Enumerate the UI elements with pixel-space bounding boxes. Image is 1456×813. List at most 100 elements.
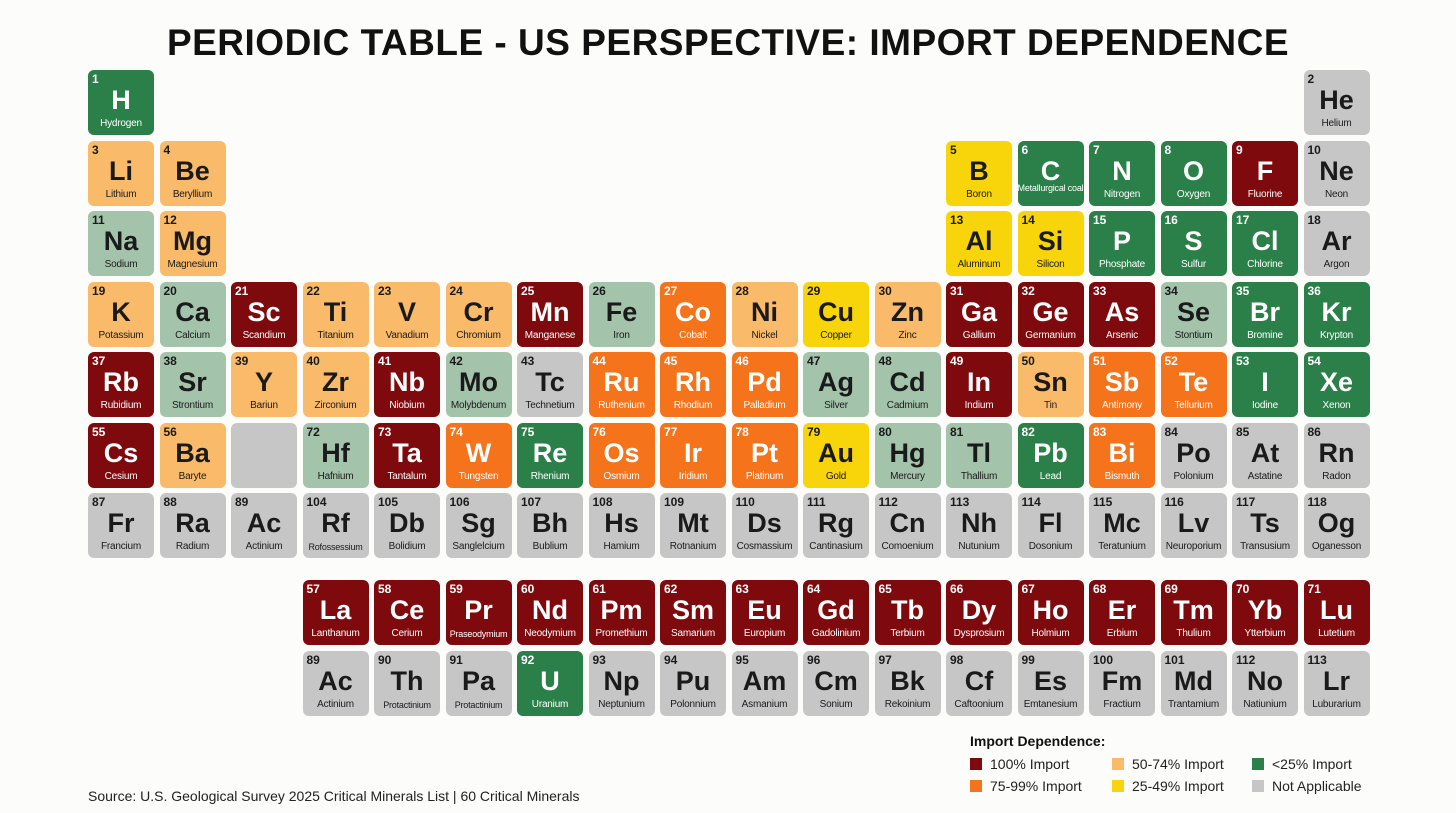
element-name: Ytterbium [1244, 628, 1286, 639]
atomic-number: 54 [1307, 354, 1321, 368]
atomic-number: 31 [950, 283, 964, 298]
atomic-number: 25 [521, 283, 535, 298]
element-symbol: H [111, 85, 131, 115]
element-lv-cell: 116 Lv Neuroporium [1160, 493, 1227, 558]
atomic-number: 43 [521, 354, 535, 368]
atomic-number: 96 [807, 653, 821, 667]
element-symbol: Ce [389, 595, 425, 625]
atomic-number: 111 [807, 495, 826, 509]
atomic-number: 110 [735, 495, 755, 509]
element-name: Europium [743, 628, 786, 639]
element-as-cell: 33 As Arsenic [1089, 281, 1155, 347]
element-symbol: Th [390, 666, 424, 696]
element-name: Tellurium [1174, 400, 1213, 411]
element-sr-cell: 38 Sr Strontium [159, 352, 226, 417]
element-eu-cell: 63 Eu Europium [731, 580, 798, 645]
element-name: Lanthanum [311, 628, 360, 639]
element-symbol: Ac [246, 508, 282, 538]
element-os-cell: 76 Os Osmium [588, 422, 655, 488]
element-symbol: W [465, 437, 492, 468]
element-name: Cosmassium [736, 541, 793, 552]
element-symbol: Ag [818, 367, 854, 397]
element-sc-cell: 21 Sc Scandium [231, 281, 297, 347]
element-name: Sonium [819, 699, 853, 710]
atomic-number: 88 [163, 495, 177, 509]
element-symbol: Cr [463, 296, 494, 327]
element-symbol: Os [603, 437, 640, 468]
element-am-cell: 95 Am Asmanium [731, 651, 798, 716]
element-at-cell: 85 At Astatine [1232, 422, 1298, 488]
element-symbol: Eu [747, 595, 782, 625]
element-symbol: Fe [605, 296, 638, 327]
element-ag-cell: 47 Ag Silver [803, 352, 869, 417]
element-te-cell: 52 Te Tellurium [1160, 352, 1227, 417]
element-symbol: Tb [891, 595, 924, 625]
legend-label: <25% Import [1272, 756, 1352, 772]
atomic-number: 29 [807, 283, 821, 298]
element-mt-cell: 109 Mt Rotnanium [660, 493, 726, 558]
element-name: Sulfur [1181, 259, 1206, 270]
element-name: Lead [1039, 470, 1062, 482]
element-p-cell: 15 P Phosphate [1089, 211, 1155, 276]
element-li-cell: 3 Li Lithium [88, 140, 154, 206]
atomic-number: 42 [449, 354, 463, 368]
element-symbol: U [540, 666, 560, 696]
element-name: Cobalt [679, 329, 707, 341]
element-name: Neodymium [524, 628, 576, 639]
element-name: Sodium [104, 259, 138, 270]
element-symbol: Lr [1323, 666, 1350, 696]
atomic-number: 11 [92, 213, 105, 227]
element-symbol: Te [1178, 367, 1209, 397]
element-symbol: Cf [964, 666, 994, 696]
atomic-number: 21 [235, 283, 249, 298]
element-symbol: Re [532, 437, 568, 468]
element-name: Luburarium [1312, 699, 1361, 710]
element-name: Cesium [104, 470, 138, 482]
element-name: Gadolinium [811, 628, 861, 639]
element-symbol: Cs [103, 437, 139, 468]
atomic-number: 73 [378, 424, 392, 439]
element-symbol: Fm [1101, 666, 1143, 696]
element-symbol: N [1112, 155, 1132, 186]
element-name: Natiunium [1243, 699, 1287, 710]
element-name: Ruthenium [598, 400, 645, 411]
element-cn-cell: 112 Cn Comoenium [874, 493, 941, 558]
element-name: Zirconium [314, 400, 357, 411]
element-name: Protactinium [454, 700, 503, 710]
element-symbol: Pu [675, 666, 711, 696]
element-name: Nitrogen [1103, 188, 1141, 200]
element-s-cell: 16 S Sulfur [1160, 211, 1227, 276]
element-mc-cell: 115 Mc Teratunium [1089, 493, 1155, 558]
element-symbol: Pr [464, 595, 493, 625]
element-pu-cell: 94 Pu Polonnium [660, 651, 726, 716]
atomic-number: 58 [378, 582, 392, 596]
element-mg-cell: 12 Mg Magnesium [159, 211, 226, 276]
element-symbol: Cd [889, 367, 926, 397]
atomic-number: 65 [878, 582, 892, 596]
element-symbol: Si [1037, 226, 1064, 256]
element-name: Fractium [1103, 699, 1141, 710]
atomic-number: 18 [1307, 213, 1321, 227]
element-symbol: As [1104, 296, 1140, 327]
atomic-number: 15 [1093, 213, 1107, 227]
element-sm-cell: 62 Sm Samarium [660, 580, 726, 645]
element-symbol: Pd [747, 367, 782, 397]
element-la-cell: 57 La Lanthanum [302, 580, 369, 645]
element-symbol: Al [965, 226, 993, 256]
legend-label: 25-49% Import [1132, 778, 1224, 794]
atomic-number: 55 [92, 424, 106, 439]
atomic-number: 84 [1164, 424, 1178, 439]
element-symbol: No [1247, 666, 1283, 696]
element-ti-cell: 22 Ti Titanium [302, 281, 369, 347]
element-ac-cell: 89 Ac Actinium [302, 651, 369, 716]
element-yb-cell: 70 Yb Ytterbium [1232, 580, 1298, 645]
element-name: Technetium [525, 400, 575, 411]
element-name: Teratunium [1098, 541, 1146, 552]
atomic-number: 115 [1093, 495, 1113, 509]
element-name: Scandium [242, 329, 286, 341]
element-symbol: Br [1249, 296, 1280, 327]
element-name: Sanglelcium [452, 541, 505, 552]
element-symbol: Ca [175, 296, 210, 327]
element-symbol: Og [1317, 508, 1356, 538]
element-name: Lithium [105, 188, 137, 200]
